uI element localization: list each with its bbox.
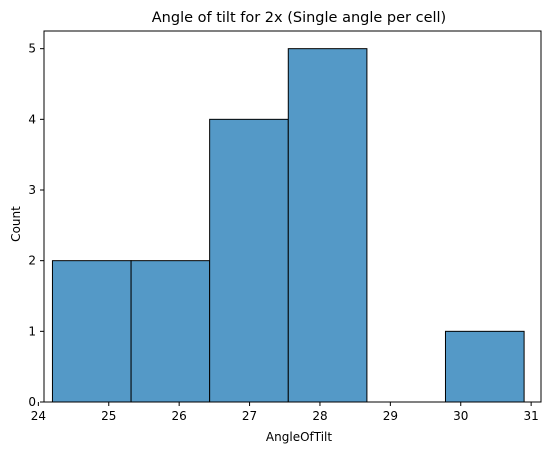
histogram-bar-6 bbox=[444, 330, 525, 403]
y-tick-label: 2 bbox=[28, 254, 36, 268]
x-tick-label: 26 bbox=[172, 409, 187, 423]
x-axis-ticks: 24 25 26 27 28 29 30 31 bbox=[31, 402, 539, 423]
x-tick-label: 24 bbox=[31, 409, 46, 423]
y-tick-label: 1 bbox=[28, 324, 36, 338]
y-axis-ticks: 0 1 2 3 4 5 bbox=[28, 42, 44, 409]
x-axis-label: AngleOfTilt bbox=[266, 430, 332, 444]
histogram-bar-1 bbox=[51, 260, 132, 403]
chart-title: Angle of tilt for 2x (Single angle per c… bbox=[152, 10, 446, 26]
y-tick-label: 5 bbox=[28, 42, 36, 56]
x-tick-label: 29 bbox=[383, 409, 398, 423]
bars-group bbox=[51, 48, 525, 403]
plot-frame bbox=[43, 30, 542, 403]
x-tick-label: 28 bbox=[312, 409, 327, 423]
histogram-bar-3 bbox=[209, 118, 289, 403]
y-tick-label: 0 bbox=[28, 395, 36, 409]
y-axis-label: Count bbox=[9, 206, 23, 242]
x-tick-label: 27 bbox=[242, 409, 257, 423]
y-tick-label: 3 bbox=[28, 183, 36, 197]
histogram-bar-4 bbox=[287, 48, 368, 403]
x-tick-label: 30 bbox=[453, 409, 468, 423]
histogram-bar-2 bbox=[130, 260, 211, 403]
x-tick-label: 31 bbox=[524, 409, 539, 423]
x-tick-label: 25 bbox=[101, 409, 116, 423]
y-tick-label: 4 bbox=[28, 112, 36, 126]
